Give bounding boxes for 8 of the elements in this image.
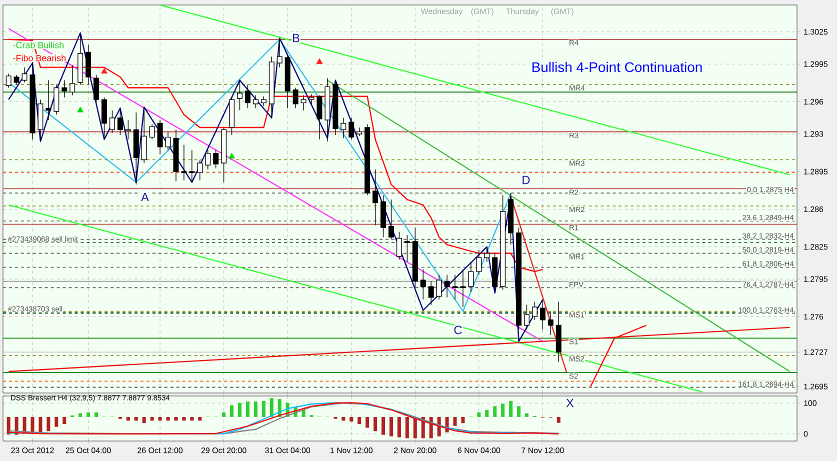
annotation: D (522, 176, 530, 184)
annotation: X (566, 398, 574, 408)
annotation: -Crab Bullish (13, 42, 64, 48)
annotation: Bullish 4-Point Continuation (532, 62, 702, 72)
annotation: -Fibo Bearish (13, 54, 66, 62)
annotation: B (293, 34, 300, 42)
annotation: C (454, 326, 462, 334)
annotation: A (141, 192, 149, 202)
